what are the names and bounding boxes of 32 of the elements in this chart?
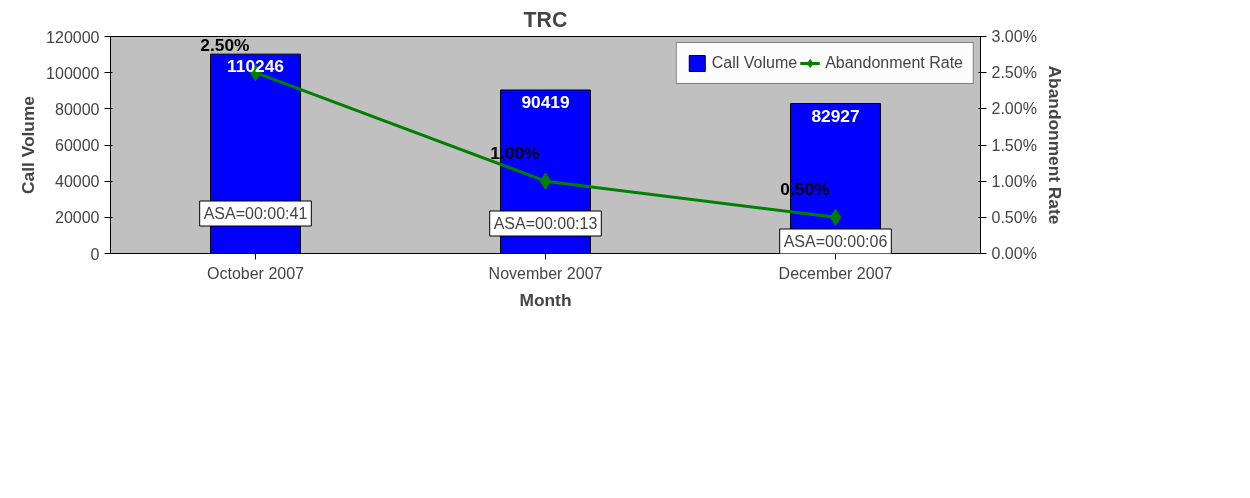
y-tick-label: 0 bbox=[90, 245, 100, 263]
data-label: 82927 bbox=[811, 105, 860, 126]
y2-tick-label: 2.50% bbox=[991, 64, 1037, 82]
data-label: 2.50% bbox=[200, 34, 250, 55]
y-tick-label: 40000 bbox=[55, 173, 100, 191]
x-axis-title: Month bbox=[519, 289, 572, 310]
chart-title: TRC bbox=[523, 7, 568, 32]
y-tick-label: 120000 bbox=[46, 28, 100, 46]
annotation: ASA=00:00:06 bbox=[783, 233, 888, 250]
annotation: ASA=00:00:13 bbox=[493, 215, 598, 232]
y2-tick-label: 1.50% bbox=[991, 136, 1037, 154]
data-label: 90419 bbox=[521, 91, 570, 112]
y-tick-label: 60000 bbox=[55, 137, 100, 154]
legend-label: Abandonment Rate bbox=[825, 54, 963, 72]
y-tick-label: 80000 bbox=[55, 100, 100, 118]
annotation: ASA=00:00:41 bbox=[203, 205, 308, 222]
y2-axis-title: Abandonment Rate bbox=[1044, 65, 1065, 225]
y2-tick-label: 0.50% bbox=[991, 208, 1037, 226]
y2-tick-label: 0.00% bbox=[991, 245, 1037, 262]
y-axis-title: Call Volume bbox=[18, 95, 39, 194]
y-tick-label: 20000 bbox=[55, 209, 100, 227]
point bbox=[829, 208, 842, 226]
y2-tick-label: 2.00% bbox=[991, 100, 1037, 118]
x-tick-label: November 2007 bbox=[488, 264, 603, 282]
x-tick-label: October 2007 bbox=[207, 264, 305, 282]
data-label: 110246 bbox=[227, 56, 285, 77]
y-tick-label: 100000 bbox=[46, 64, 100, 82]
x-tick-label: December 2007 bbox=[778, 264, 893, 282]
y2-tick-label: 1.00% bbox=[991, 172, 1037, 190]
legend-label: Call Volume bbox=[711, 54, 798, 72]
y2-tick-label: 3.00% bbox=[991, 28, 1037, 45]
point bbox=[539, 172, 552, 190]
